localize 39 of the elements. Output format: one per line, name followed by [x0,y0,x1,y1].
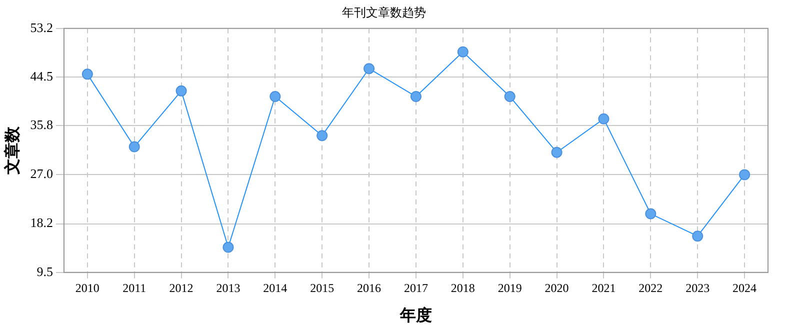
x-tick-label: 2015 [310,280,334,295]
point [316,130,328,142]
point [457,46,468,58]
x-tick-label: 2014 [263,280,288,295]
y-tick-label: 44.5 [30,68,53,84]
x-tick-label: 2020 [544,280,569,295]
x-tick-label: 2023 [686,280,710,295]
y-tick-label: 53.2 [30,20,53,35]
x-tick-label: 2021 [592,280,616,295]
point [739,169,750,180]
x-tick-label: 2019 [498,280,522,295]
point [364,63,375,74]
x-tick-label: 2010 [75,280,100,295]
x-tick-label: 2024 [732,280,757,295]
point [504,91,516,102]
x-tick-label: 2018 [450,280,475,295]
point [82,68,93,80]
x-tick-label: 2013 [216,280,240,295]
y-axis-title: 文章数 [4,125,22,176]
point [270,91,281,102]
y-tick-label: 27.0 [30,166,53,182]
point [410,91,422,102]
x-tick-label: 2016 [357,280,382,295]
y-tick-label: 9.5 [36,264,53,279]
chart-title: 年刊文章数趋势 [342,5,426,20]
x-tick-label: 2012 [169,280,194,295]
x-tick-label: 2011 [122,280,146,295]
y-tick-label: 35.8 [30,116,53,132]
point [598,113,610,124]
point [128,141,140,152]
x-axis-title: 年度 [398,306,432,325]
point [222,242,234,253]
point [551,146,562,158]
point [692,230,704,242]
x-tick-label: 2017 [404,280,428,295]
point [645,208,656,220]
x-tick-label: 2022 [638,280,663,295]
y-tick-label: 18.2 [30,215,53,230]
point [176,85,187,96]
